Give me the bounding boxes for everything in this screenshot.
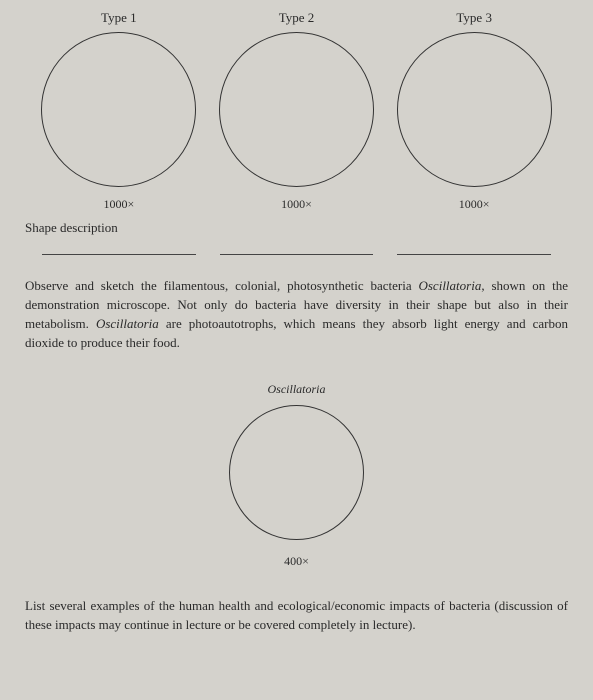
shape-description-label: Shape description	[25, 220, 573, 236]
answer-lines-row	[20, 254, 573, 255]
instruction-paragraph-1: Observe and sketch the filamentous, colo…	[20, 277, 573, 352]
para1-italic1: Oscillatoria	[418, 278, 481, 293]
oscillatoria-circle	[229, 405, 364, 540]
oscillatoria-section: Oscillatoria 400×	[20, 382, 573, 569]
answer-line-1	[42, 254, 196, 255]
answer-line-3	[397, 254, 551, 255]
type-label-1: Type 1	[101, 10, 137, 26]
observation-circle-1	[41, 32, 196, 187]
oscillatoria-magnification: 400×	[284, 554, 309, 569]
para1-text1: Observe and sketch the filamentous, colo…	[25, 278, 418, 293]
instruction-paragraph-2: List several examples of the human healt…	[20, 597, 573, 635]
type-label-2: Type 2	[279, 10, 315, 26]
observation-circle-3	[397, 32, 552, 187]
circle-group-2: Type 2 1000×	[208, 10, 386, 212]
oscillatoria-label: Oscillatoria	[267, 382, 325, 397]
magnification-label-2: 1000×	[281, 197, 312, 212]
answer-line-2	[220, 254, 374, 255]
circle-group-3: Type 3 1000×	[385, 10, 563, 212]
top-circle-row: Type 1 1000× Type 2 1000× Type 3 1000×	[20, 10, 573, 212]
para1-italic2: Oscillatoria	[96, 316, 159, 331]
circle-group-1: Type 1 1000×	[30, 10, 208, 212]
magnification-label-3: 1000×	[459, 197, 490, 212]
type-label-3: Type 3	[456, 10, 492, 26]
magnification-label-1: 1000×	[103, 197, 134, 212]
observation-circle-2	[219, 32, 374, 187]
